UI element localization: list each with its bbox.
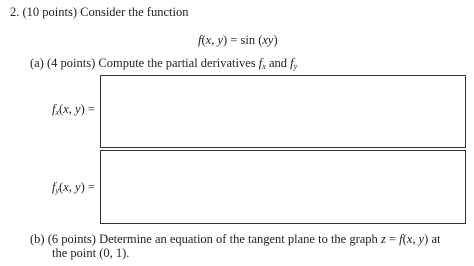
math: f [290, 56, 294, 70]
answer-box[interactable] [100, 75, 466, 148]
math: f [198, 33, 202, 47]
function-formula: f(x, y) = sin (xy) [198, 33, 278, 48]
part-a: (a) (4 points) Compute the partial deriv… [30, 56, 297, 71]
math: y [75, 102, 81, 116]
math: ( [59, 180, 64, 194]
math: ) = [80, 180, 95, 194]
math: f [52, 180, 56, 194]
math: , [211, 33, 218, 47]
answer-box[interactable] [100, 150, 466, 224]
math: , [412, 232, 419, 246]
part-a-text: (a) (4 points) Compute the partial deriv… [30, 56, 259, 70]
question-heading: 2. (10 points) Consider the function [10, 5, 189, 19]
math: y [418, 232, 425, 246]
math: z [380, 232, 386, 246]
part-b-line1: (b) (6 points) Determine an equation of … [30, 232, 440, 247]
math: ( [402, 232, 407, 246]
math: x [406, 232, 413, 246]
math: ) = [80, 102, 95, 116]
math: x [205, 33, 212, 47]
math: , [68, 180, 76, 194]
math: x [63, 180, 69, 194]
math: y [293, 62, 298, 71]
math: x [55, 108, 60, 117]
math: ) [273, 33, 278, 47]
answer-x-label: fx(x, y) = [52, 102, 95, 117]
text: and [265, 56, 291, 70]
text: ) at [424, 232, 441, 246]
math: ) = sin ( [223, 33, 263, 47]
math: x [262, 62, 266, 71]
math: ( [59, 102, 64, 116]
math: xy [262, 33, 274, 47]
math: , [68, 102, 76, 116]
math: y [75, 180, 81, 194]
math: y [55, 186, 60, 195]
math: f [258, 56, 263, 70]
math: f [399, 232, 403, 246]
math: = [385, 232, 400, 246]
text: (b) (6 points) Determine an equation of … [30, 232, 381, 246]
answer-y-label: fy(x, y) = [52, 180, 95, 195]
math: f [52, 102, 56, 116]
part-b-line2: the point (0, 1). [52, 246, 130, 260]
math: y [217, 33, 224, 47]
math: x [63, 102, 69, 116]
math: ( [201, 33, 206, 47]
